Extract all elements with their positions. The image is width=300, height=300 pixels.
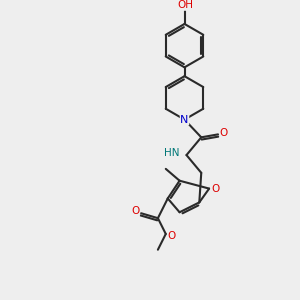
Text: N: N <box>180 115 189 124</box>
Text: O: O <box>168 231 176 241</box>
Text: O: O <box>220 128 228 138</box>
Text: O: O <box>131 206 139 216</box>
Text: OH: OH <box>178 0 194 10</box>
Text: HN: HN <box>164 148 180 158</box>
Text: O: O <box>211 184 219 194</box>
